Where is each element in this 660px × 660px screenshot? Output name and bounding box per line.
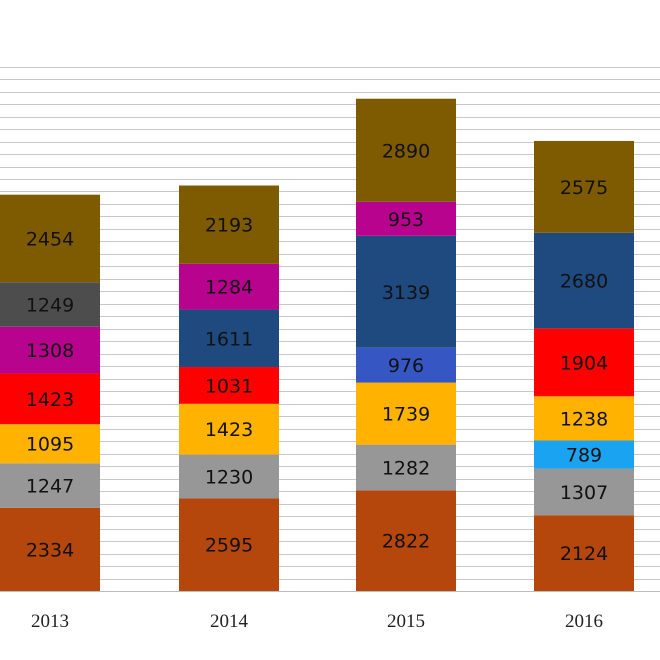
data-label: 2193 (205, 215, 253, 237)
bars (0, 98, 634, 591)
bar-segment (356, 444, 456, 491)
data-label: 1308 (26, 340, 74, 362)
segment-labels: 2334 1247 1095 1423 1308 1249 2454 2595 1230 1423… (26, 140, 608, 565)
bar-segment (534, 468, 634, 516)
data-label: 1284 (205, 277, 253, 299)
data-label: 953 (388, 209, 424, 231)
bar-segment (0, 424, 100, 464)
bar-segment (0, 463, 100, 508)
data-label: 2595 (205, 535, 253, 557)
bar-segment (0, 282, 100, 327)
bar-segment (356, 382, 456, 445)
data-label: 1904 (560, 352, 608, 374)
bar-segment (179, 454, 279, 499)
bar-segment (0, 194, 100, 283)
x-tick-label: 2014 (210, 611, 249, 632)
bar-segment (356, 235, 456, 348)
data-label: 2334 (26, 539, 74, 561)
bar-segment (179, 309, 279, 368)
bar-segment (356, 98, 456, 202)
data-label: 1423 (26, 389, 74, 411)
data-label: 3139 (382, 282, 430, 304)
data-label: 2575 (560, 177, 608, 199)
bar-segment (356, 201, 456, 236)
bar-segment (534, 515, 634, 591)
bar-segment (179, 185, 279, 264)
data-label: 1739 (382, 404, 430, 426)
bar-segment (0, 507, 100, 591)
bar-segment (179, 498, 279, 591)
bar-segment (179, 263, 279, 310)
data-label: 1095 (26, 434, 74, 456)
bar-segment (356, 490, 456, 591)
x-tick-label: 2015 (387, 611, 425, 632)
data-label: 1247 (26, 476, 74, 498)
bar-segment (356, 347, 456, 383)
data-label: 2890 (382, 140, 430, 162)
data-label: 1249 (26, 295, 74, 317)
data-label: 789 (566, 445, 602, 467)
x-tick-labels: 2013 2014 2015 2016 (31, 611, 603, 632)
bar-segment (534, 396, 634, 441)
data-label: 2680 (560, 271, 608, 293)
data-label: 1230 (205, 466, 253, 488)
bar-segment (534, 440, 634, 469)
bar-segment (534, 232, 634, 329)
data-label: 1238 (560, 408, 608, 430)
x-tick-label: 2013 (31, 611, 69, 632)
data-label: 976 (388, 355, 424, 377)
data-label: 2822 (382, 531, 430, 553)
data-label: 1423 (205, 419, 253, 441)
bar-segment (0, 326, 100, 374)
data-label: 1031 (205, 375, 253, 397)
data-label: 2124 (560, 543, 608, 565)
bar-segment (179, 403, 279, 455)
data-label: 1611 (205, 328, 253, 350)
data-label: 1307 (560, 482, 608, 504)
data-label: 1282 (382, 457, 430, 479)
data-label: 2454 (26, 228, 74, 250)
x-tick-label: 2016 (565, 611, 603, 632)
bar-segment (179, 367, 279, 404)
bar-segment (534, 140, 634, 233)
bar-segment (0, 373, 100, 425)
bar-segment (534, 328, 634, 397)
